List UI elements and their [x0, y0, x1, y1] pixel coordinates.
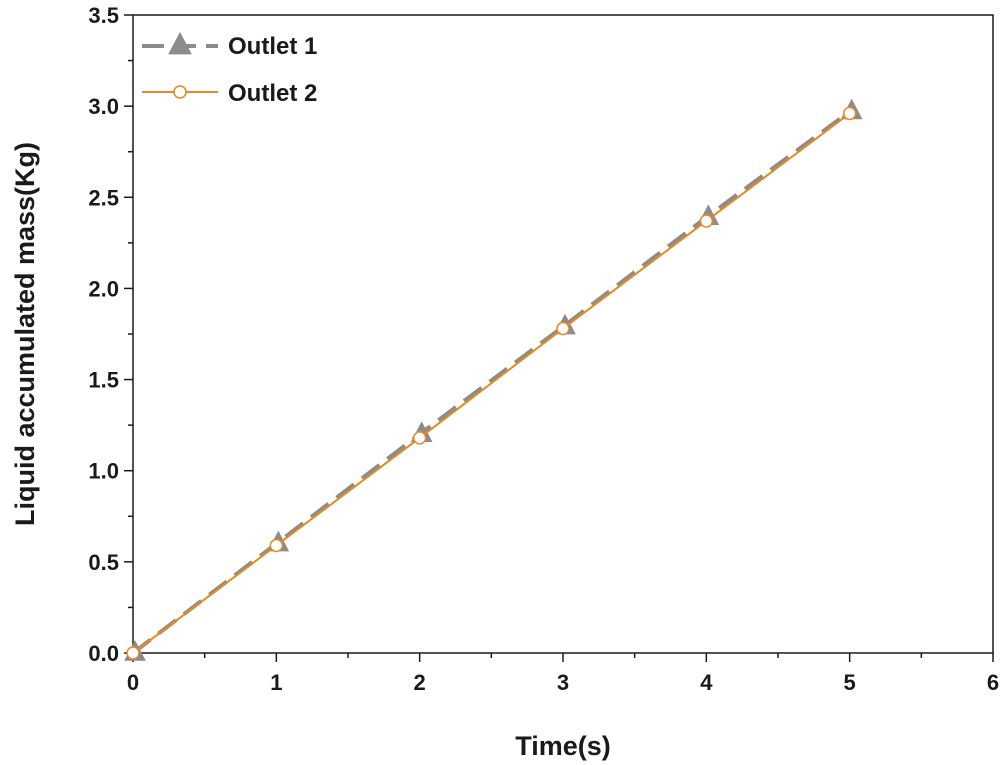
data-point-outlet-2 [412, 431, 427, 445]
x-tick-label: 1 [270, 670, 282, 695]
legend-marker-outlet-1 [168, 31, 192, 55]
y-tick-label: 0.5 [88, 550, 119, 575]
x-tick-label: 5 [844, 670, 856, 695]
data-point-outlet-2 [699, 214, 714, 228]
axis-ticks [124, 14, 994, 662]
x-tick-label: 4 [700, 670, 713, 695]
y-axis-title: Liquid accumulated mass(Kg) [10, 142, 40, 526]
legend: Outlet 1 Outlet 2 [142, 31, 317, 107]
data-point-outlet-2 [842, 106, 857, 121]
x-tick-label: 0 [127, 670, 139, 695]
x-axis-title: Time(s) [515, 731, 611, 761]
legend-label-outlet-2: Outlet 2 [228, 80, 317, 107]
x-tick-labels: 0 1 2 3 4 5 6 [127, 670, 999, 695]
series-line-outlet-1 [131, 110, 851, 655]
series-layer [124, 98, 863, 661]
x-tick-label: 3 [557, 670, 569, 695]
y-tick-labels: 0.0 0.5 1.0 1.5 2.0 2.5 3.0 3.5 [88, 3, 119, 666]
data-point-outlet-2 [556, 321, 570, 336]
y-tick-label: 3.0 [88, 94, 119, 119]
legend-swatch-outlet-2 [142, 85, 218, 99]
y-tick-label: 0.0 [88, 641, 119, 666]
legend-label-outlet-1: Outlet 1 [228, 33, 317, 60]
data-point-outlet-2 [126, 646, 140, 660]
series-line-outlet-2 [132, 112, 851, 654]
y-tick-label: 2.5 [88, 185, 119, 210]
y-tick-label: 2.0 [88, 276, 119, 301]
y-tick-label: 1.5 [88, 368, 119, 393]
data-point-outlet-2 [269, 538, 284, 553]
legend-swatch-outlet-1 [142, 31, 218, 55]
legend-marker-outlet-2 [173, 85, 187, 99]
x-tick-label: 6 [987, 670, 999, 695]
y-tick-label: 3.5 [88, 3, 119, 28]
y-tick-label: 1.0 [88, 459, 119, 484]
x-tick-label: 2 [414, 670, 426, 695]
